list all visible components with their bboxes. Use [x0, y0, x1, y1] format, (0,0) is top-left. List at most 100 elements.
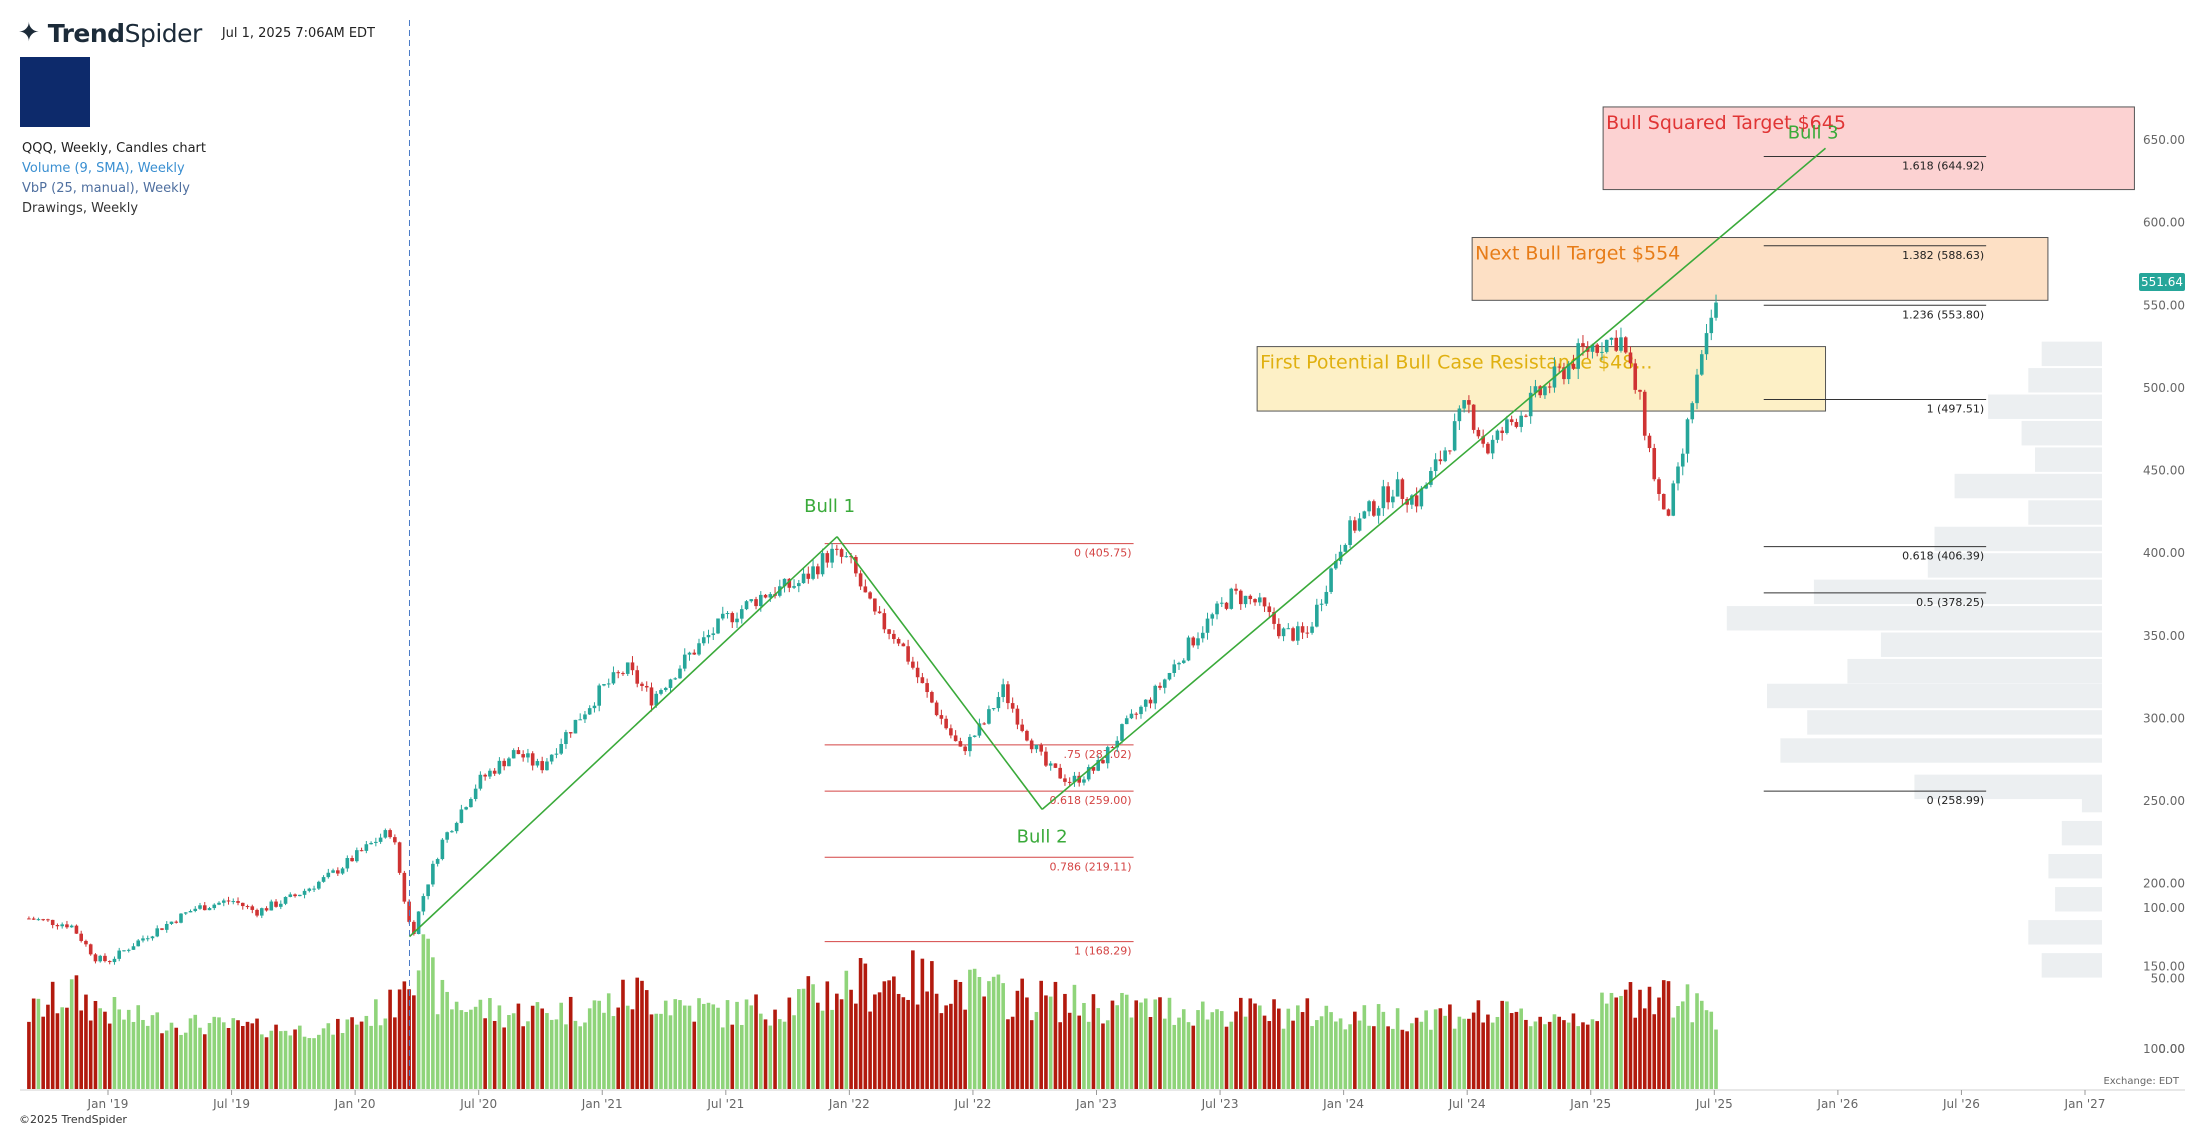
candle-body — [1310, 626, 1314, 633]
volume-bar — [1115, 1005, 1120, 1089]
avatar[interactable] — [20, 57, 90, 127]
candle-body — [1115, 740, 1120, 748]
volume-bar — [426, 938, 430, 1089]
legend-vbp[interactable]: VbP (25, manual), Weekly — [22, 181, 190, 196]
legend-drawings[interactable]: Drawings, Weekly — [22, 201, 139, 216]
candle-body — [1006, 684, 1010, 704]
volume-bar — [1048, 996, 1053, 1089]
candle-body — [359, 850, 364, 852]
candle-body — [207, 908, 212, 911]
candle-body — [1338, 551, 1343, 562]
candle-body — [212, 904, 217, 909]
candle-body — [754, 599, 758, 607]
candle-body — [226, 900, 231, 902]
volume-bar — [1519, 1008, 1523, 1089]
volume-bar — [777, 1019, 782, 1089]
volume-bar — [849, 989, 853, 1089]
candle-body — [416, 911, 421, 935]
x-tick-label: Jan '26 — [1816, 1097, 1858, 1111]
candle-body — [36, 919, 41, 921]
candle-body — [236, 901, 240, 903]
volume-bar — [1566, 1022, 1571, 1089]
network-logo-icon[interactable]: ✦ — [18, 18, 40, 48]
candle-body — [1690, 403, 1695, 420]
candle-body — [1695, 374, 1699, 404]
candle-body — [573, 719, 578, 734]
volume-bar — [274, 1024, 278, 1089]
candle-body — [1571, 363, 1576, 369]
x-tick-label: Jul '25 — [1695, 1097, 1733, 1111]
candle-body — [1581, 343, 1585, 347]
volume-bar — [492, 1020, 497, 1089]
candle-body — [283, 896, 288, 904]
volume-bar — [179, 1034, 183, 1089]
candle-body — [644, 685, 649, 688]
candle-body — [854, 556, 858, 574]
volume-bar — [174, 1027, 179, 1089]
candle-body — [1452, 421, 1457, 451]
legend-volume[interactable]: Volume (9, SMA), Weekly — [22, 161, 185, 176]
volume-bar — [758, 1013, 763, 1089]
volume-bar — [958, 981, 963, 1089]
volume-bar — [1514, 1011, 1519, 1089]
volume-bar — [1224, 1026, 1229, 1089]
candle-body — [112, 958, 117, 963]
candle-body — [716, 618, 720, 634]
candle-body — [1034, 744, 1039, 750]
candle-body — [74, 925, 79, 934]
candle-body — [1196, 638, 1200, 646]
volume-bar — [559, 1002, 563, 1089]
candle-body — [1001, 684, 1005, 698]
candle-body — [701, 637, 706, 644]
volume-bar — [739, 1024, 744, 1089]
volume-bar — [1448, 1004, 1452, 1089]
candle-body — [1329, 568, 1333, 592]
volume-profile — [1726, 341, 2102, 978]
volume-bar — [1386, 1026, 1390, 1089]
volume-bar — [1291, 1020, 1295, 1089]
candle-body — [606, 683, 611, 685]
volume-bar — [968, 969, 972, 1089]
candle-body — [896, 639, 901, 644]
volume-bar — [245, 1021, 250, 1089]
candle-body — [1343, 544, 1348, 552]
brand-name[interactable]: TrendSpider — [47, 18, 203, 48]
candle-body — [1162, 679, 1167, 688]
candle-body — [1666, 509, 1671, 516]
volume-bar — [1462, 1018, 1466, 1089]
candle-body — [1562, 367, 1566, 380]
volume-bar — [716, 1007, 720, 1089]
volume-bar — [55, 1013, 60, 1089]
volume-bar — [530, 1005, 535, 1089]
candle-body — [882, 613, 887, 630]
legend-title[interactable]: QQQ, Weekly, Candles chart — [22, 141, 206, 156]
volume-bar — [630, 1009, 635, 1089]
candle-body — [402, 872, 407, 902]
x-tick-label: Jul '26 — [1942, 1097, 1980, 1111]
candle-body — [31, 918, 36, 920]
volume-bar — [1020, 978, 1024, 1089]
volume-bar — [768, 1025, 773, 1089]
candle-body — [1609, 337, 1614, 340]
volume-bar — [1500, 1000, 1504, 1089]
candle-body — [1120, 724, 1124, 741]
candle-body — [1614, 337, 1619, 351]
volume-bar — [1391, 1028, 1395, 1089]
vbp-bar — [1927, 553, 2102, 578]
candle-body — [1143, 699, 1148, 707]
candle-body — [659, 690, 663, 694]
x-tick-label: Jul '23 — [1201, 1097, 1239, 1111]
candle-body — [858, 573, 863, 587]
volume-bar — [1191, 1025, 1196, 1089]
candle-body — [725, 613, 730, 615]
candle-body — [797, 583, 801, 587]
volume-bar — [711, 1004, 716, 1089]
volume-bar — [507, 1015, 511, 1089]
candle-body — [1262, 597, 1267, 607]
volume-bar — [122, 1019, 126, 1089]
volume-bar — [50, 981, 55, 1089]
volume-bar — [1353, 1011, 1357, 1089]
volume-bar — [730, 1024, 735, 1089]
volume-bar — [1124, 994, 1129, 1089]
